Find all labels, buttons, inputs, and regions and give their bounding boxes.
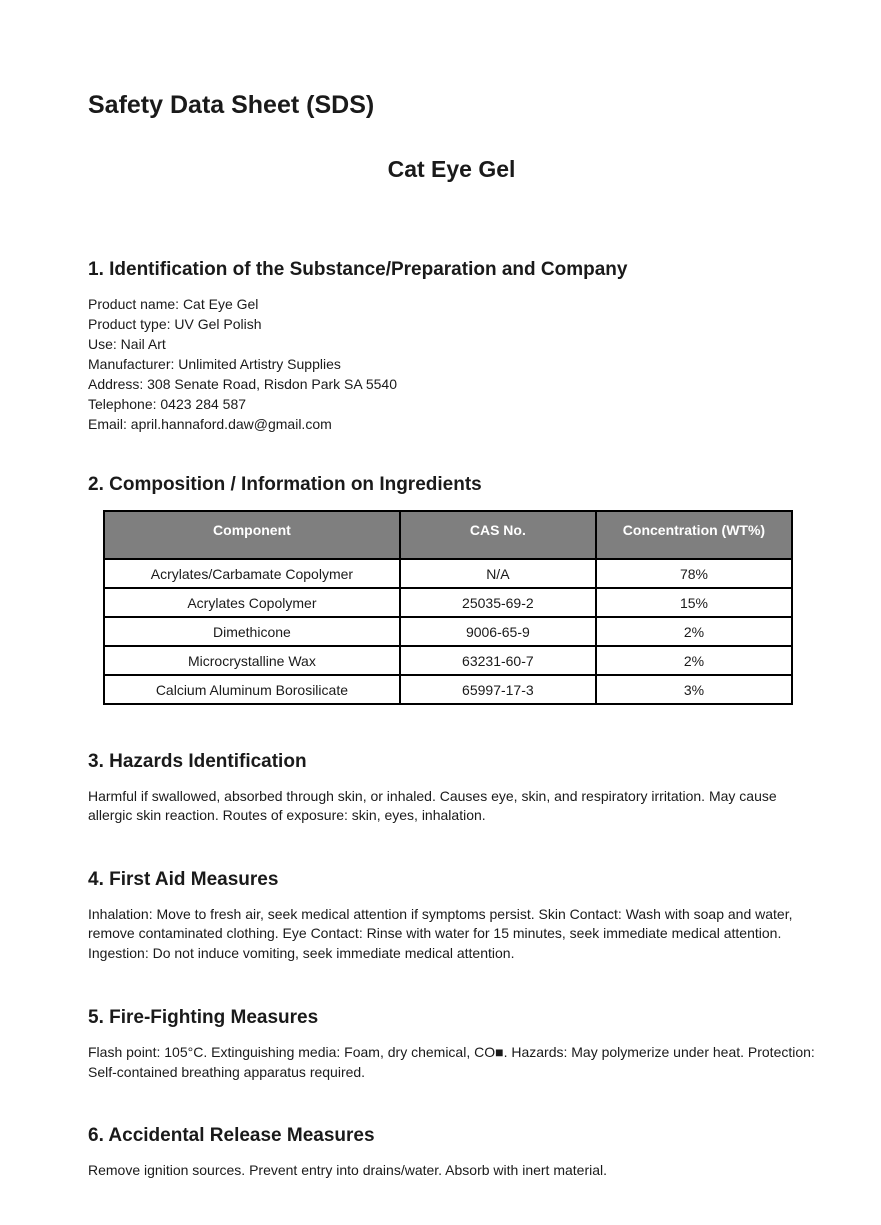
section-accidental-release: 6. Accidental Release Measures Remove ig… <box>88 1125 815 1180</box>
section-accidental-release-heading: 6. Accidental Release Measures <box>88 1125 375 1147</box>
cell-component: Acrylates Copolymer <box>103 587 401 619</box>
section-composition: 2. Composition / Information on Ingredie… <box>88 474 815 706</box>
cell-cas-no: N/A <box>398 558 597 590</box>
cell-component: Microcrystalline Wax <box>103 645 401 677</box>
cell-component: Dimethicone <box>103 616 401 648</box>
product-type-line: Product type: UV Gel Polish <box>88 316 262 333</box>
header-component: Component <box>103 510 401 561</box>
address-line: Address: 308 Senate Road, Risdon Park SA… <box>88 376 397 393</box>
cell-concentration: 2% <box>594 645 794 677</box>
section-fire-fighting-heading: 5. Fire-Fighting Measures <box>88 1007 319 1029</box>
product-name-subtitle: Cat Eye Gel <box>387 156 516 182</box>
telephone-line: Telephone: 0423 284 587 <box>88 396 247 413</box>
table-header-row: Component CAS No. Concentration (WT%) <box>103 510 794 561</box>
ingredients-table-header: Component CAS No. Concentration (WT%) <box>103 510 794 561</box>
cell-concentration: 3% <box>594 674 794 706</box>
document-title: Safety Data Sheet (SDS) <box>88 91 375 119</box>
section-hazards: 3. Hazards Identification Harmful if swa… <box>88 751 815 826</box>
manufacturer-line: Manufacturer: Unlimited Artistry Supplie… <box>88 356 341 373</box>
section-fire-fighting: 5. Fire-Fighting Measures Flash point: 1… <box>88 1007 815 1082</box>
identification-details: Product name: Cat Eye Gel Product type: … <box>88 294 815 434</box>
section-first-aid: 4. First Aid Measures Inhalation: Move t… <box>88 869 815 963</box>
cell-concentration: 78% <box>594 558 794 590</box>
cell-cas-no: 9006-65-9 <box>398 616 597 648</box>
first-aid-text: Inhalation: Move to fresh air, seek medi… <box>88 905 793 961</box>
table-row: Calcium Aluminum Borosilicate 65997-17-3… <box>103 674 794 706</box>
table-row: Acrylates/Carbamate Copolymer N/A 78% <box>103 558 794 590</box>
section-identification-heading: 1. Identification of the Substance/Prepa… <box>88 258 628 280</box>
accidental-release-text: Remove ignition sources. Prevent entry i… <box>88 1161 608 1178</box>
table-row: Dimethicone 9006-65-9 2% <box>103 616 794 648</box>
use-line: Use: Nail Art <box>88 336 166 353</box>
header-cas-no: CAS No. <box>398 510 597 561</box>
section-hazards-heading: 3. Hazards Identification <box>88 751 307 773</box>
fire-fighting-text: Flash point: 105°C. Extinguishing media:… <box>88 1044 815 1080</box>
section-first-aid-heading: 4. First Aid Measures <box>88 868 279 890</box>
section-identification: 1. Identification of the Substance/Prepa… <box>88 259 815 435</box>
cell-component: Calcium Aluminum Borosilicate <box>103 674 401 706</box>
email-line: Email: april.hannaford.daw@gmail.com <box>88 416 332 433</box>
table-row: Acrylates Copolymer 25035-69-2 15% <box>103 587 794 619</box>
cell-cas-no: 25035-69-2 <box>398 587 597 619</box>
header-concentration: Concentration (WT%) <box>594 510 794 561</box>
ingredients-table: Component CAS No. Concentration (WT%) Ac… <box>103 510 794 706</box>
table-row: Microcrystalline Wax 63231-60-7 2% <box>103 645 794 677</box>
hazards-text: Harmful if swallowed, absorbed through s… <box>88 787 777 824</box>
cell-concentration: 15% <box>594 587 794 619</box>
section-composition-heading: 2. Composition / Information on Ingredie… <box>88 474 482 496</box>
cell-cas-no: 65997-17-3 <box>398 674 597 706</box>
cell-component: Acrylates/Carbamate Copolymer <box>103 558 401 590</box>
cell-concentration: 2% <box>594 616 794 648</box>
cell-cas-no: 63231-60-7 <box>398 645 597 677</box>
product-name-line: Product name: Cat Eye Gel <box>88 296 259 313</box>
